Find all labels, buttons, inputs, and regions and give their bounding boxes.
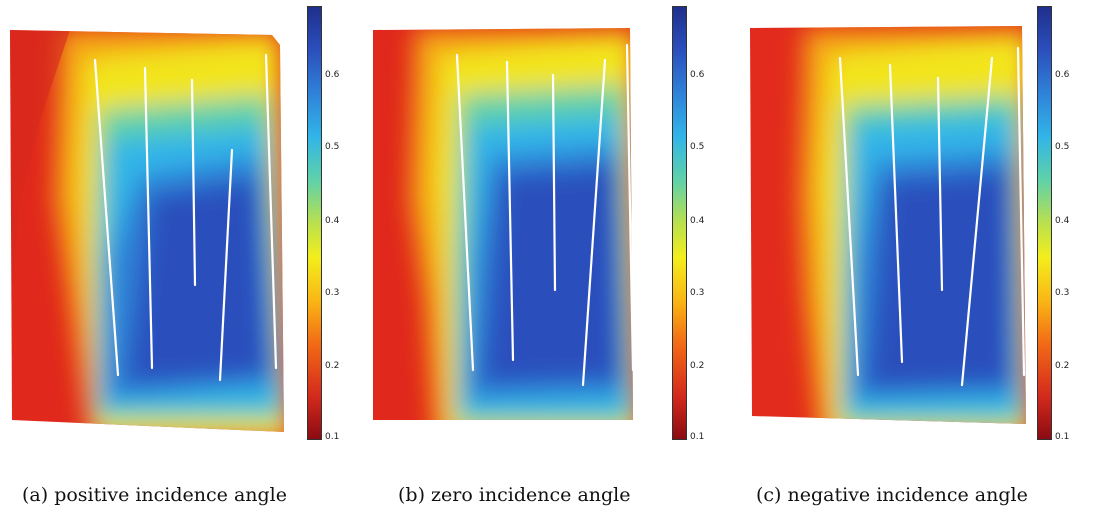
tick-label: 0.6: [1055, 70, 1070, 80]
panel-a: 0.6 0.5 0.4 0.3 0.2 0.1: [0, 0, 362, 460]
contour-map-c: [750, 26, 1026, 424]
panel-c: 0.6 0.5 0.4 0.3 0.2 0.1: [730, 0, 1092, 460]
colorbar-c: [1037, 6, 1052, 440]
tick-label: 0.4: [690, 216, 705, 226]
contour-map-b: [373, 28, 635, 420]
tick-label: 0.3: [325, 288, 340, 298]
tick-label: 0.1: [325, 432, 340, 442]
panel-b: 0.6 0.5 0.4 0.3 0.2 0.1: [365, 0, 727, 460]
contour-map-a: [10, 30, 284, 432]
blade-markers-b: [455, 43, 635, 387]
tick-label: 0.4: [1055, 216, 1070, 226]
tick-label: 0.6: [690, 70, 705, 80]
tick-label: 0.5: [690, 142, 705, 152]
tick-label: 0.2: [690, 361, 705, 371]
blade-markers-a: [93, 53, 278, 382]
tick-label: 0.3: [1055, 288, 1070, 298]
tick-label: 0.4: [325, 216, 340, 226]
tick-label: 0.1: [1055, 432, 1070, 442]
colorbar-a: [307, 6, 322, 440]
blade-markers-c: [838, 46, 1026, 387]
caption-a: (a) positive incidence angle: [22, 484, 287, 506]
tick-label: 0.2: [325, 361, 340, 371]
tick-label: 0.2: [1055, 361, 1070, 371]
caption-b: (b) zero incidence angle: [398, 484, 631, 506]
tick-label: 0.5: [1055, 142, 1070, 152]
tick-label: 0.6: [325, 70, 340, 80]
colorbar-b: [672, 6, 687, 440]
tick-label: 0.3: [690, 288, 705, 298]
tick-label: 0.1: [690, 432, 705, 442]
caption-c: (c) negative incidence angle: [756, 484, 1028, 506]
tick-label: 0.5: [325, 142, 340, 152]
